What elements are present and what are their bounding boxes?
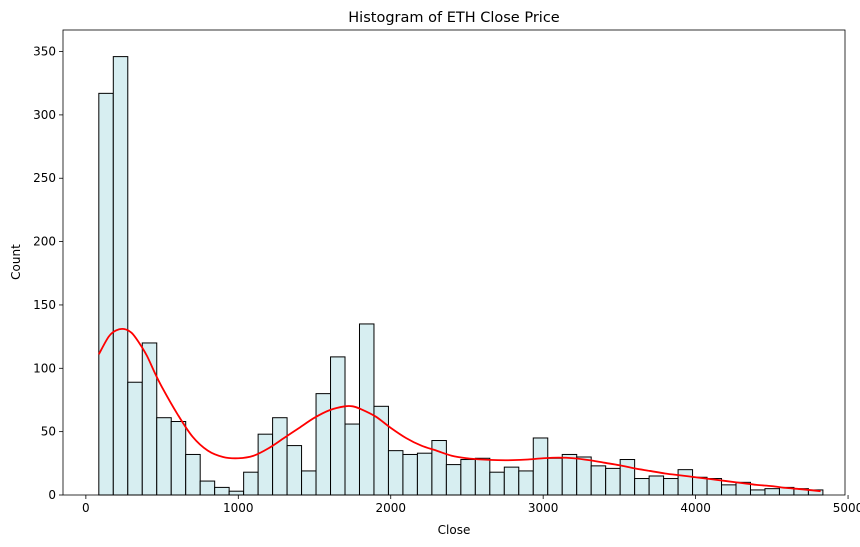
histogram-bar: [460, 459, 476, 496]
histogram-bar: [214, 486, 230, 496]
y-tick-label: 250: [33, 171, 56, 185]
histogram-bar: [445, 464, 462, 496]
histogram-bar: [764, 488, 780, 496]
histogram-bar: [489, 471, 505, 496]
y-tick-label: 0: [48, 488, 56, 502]
histogram-bar: [127, 381, 143, 496]
histogram-bar: [431, 440, 447, 496]
histogram-bar: [272, 417, 288, 496]
y-tick-label: 150: [33, 298, 56, 312]
x-tick-label: 0: [82, 501, 90, 515]
y-tick-label: 300: [33, 108, 56, 122]
histogram-bar: [170, 421, 187, 496]
histogram-bar: [402, 453, 418, 496]
histogram-bar: [561, 453, 578, 496]
histogram-bar: [663, 478, 679, 496]
histogram-bar: [243, 471, 259, 496]
histogram-bar: [648, 475, 665, 496]
histogram-bar: [518, 470, 534, 496]
histogram-bar: [692, 476, 708, 496]
histogram-bar: [634, 478, 650, 496]
y-tick-label: 350: [33, 45, 56, 59]
y-tick-label: 100: [33, 361, 56, 375]
histogram-bar: [749, 489, 766, 496]
histogram-bar: [677, 469, 694, 496]
histogram-bar: [330, 356, 346, 496]
histogram-bar: [315, 393, 332, 496]
x-tick-label: 4000: [680, 501, 711, 515]
histogram-bar: [286, 445, 303, 496]
histogram-bar: [474, 457, 491, 496]
histogram-bar: [257, 433, 274, 496]
x-axis-label: Close: [438, 523, 471, 537]
y-axis-label: Count: [9, 244, 23, 280]
x-tick-label: 3000: [528, 501, 559, 515]
histogram-bar: [721, 484, 737, 496]
histogram-bar: [387, 450, 404, 496]
chart-title: Histogram of ETH Close Price: [348, 10, 560, 26]
x-tick-label: 5000: [833, 501, 860, 515]
y-axis-ticks: 0 50 100 150 200 250 300 350: [33, 45, 63, 502]
histogram-bar: [228, 490, 245, 496]
histogram-bar: [199, 480, 216, 496]
x-tick-label: 1000: [223, 501, 254, 515]
x-axis-ticks: 0 1000 2000 3000 4000 5000: [82, 495, 860, 515]
histogram-bar: [532, 437, 549, 496]
histogram-bar: [590, 465, 607, 496]
histogram-bar: [112, 56, 129, 496]
histogram-bar: [605, 467, 621, 496]
bars-group: [98, 56, 824, 496]
histogram-bar: [98, 92, 114, 496]
histogram-bar: [576, 456, 592, 496]
histogram-bar: [547, 457, 563, 496]
plot-frame: [62, 29, 846, 496]
y-tick-label: 200: [33, 235, 56, 249]
y-tick-label: 50: [41, 425, 56, 439]
histogram-bar: [416, 452, 433, 496]
histogram-bar: [156, 417, 172, 496]
histogram-bar: [503, 466, 520, 496]
histogram-bar: [344, 423, 360, 496]
histogram-bar: [141, 342, 158, 496]
x-tick-label: 2000: [375, 501, 406, 515]
kde-curve: [98, 327, 821, 493]
histogram-bar: [185, 453, 201, 496]
histogram-bar: [619, 459, 636, 496]
histogram-bar: [301, 470, 317, 496]
